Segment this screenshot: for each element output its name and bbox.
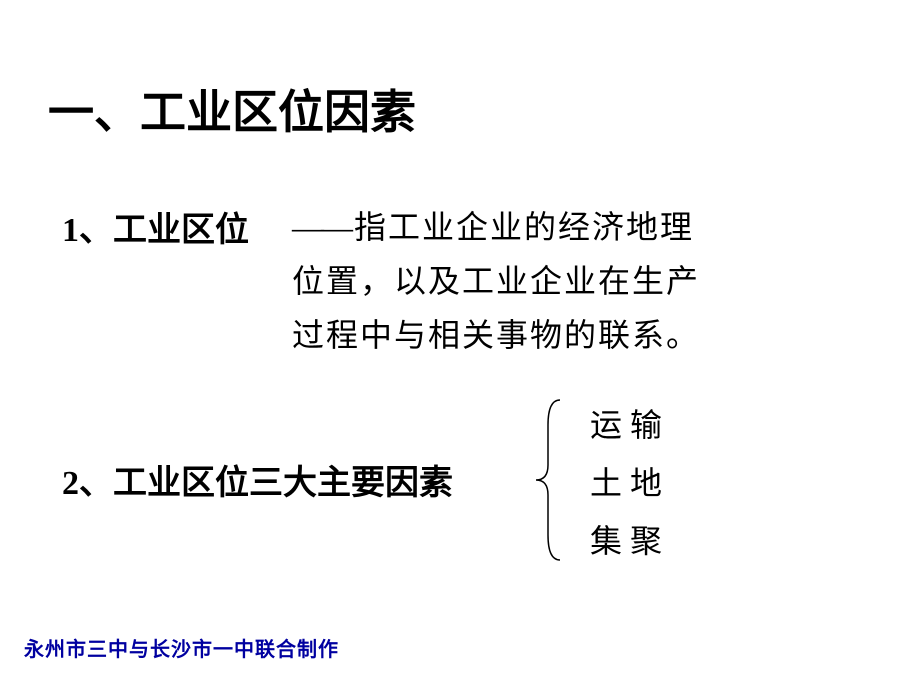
desc-line1: 指工业企业的经济地理: [354, 209, 694, 245]
factor-item-3: 集聚: [590, 512, 670, 570]
factor-item-1: 运输: [590, 396, 670, 454]
brace-icon: [530, 395, 570, 565]
slide-container: 一、工业区位因素 1、工业区位 ——指工业企业的经济地理 位置，以及工业企业在生…: [0, 0, 920, 690]
desc-line3: 过程中与相关事物的联系。: [292, 317, 700, 353]
factor-list: 运输 土地 集聚: [590, 396, 670, 570]
dash-separator: ——: [292, 209, 350, 245]
footer-credit: 永州市三中与长沙市一中联合制作: [24, 633, 339, 662]
item1-description: ——指工业企业的经济地理 位置，以及工业企业在生产 过程中与相关事物的联系。: [292, 200, 882, 362]
item2-label: 2、工业区位三大主要因素: [62, 455, 453, 504]
item1-label: 1、工业区位: [62, 202, 249, 251]
desc-line2: 位置，以及工业企业在生产: [292, 263, 700, 299]
slide-title: 一、工业区位因素: [48, 76, 416, 142]
factor-item-2: 土地: [590, 454, 670, 512]
